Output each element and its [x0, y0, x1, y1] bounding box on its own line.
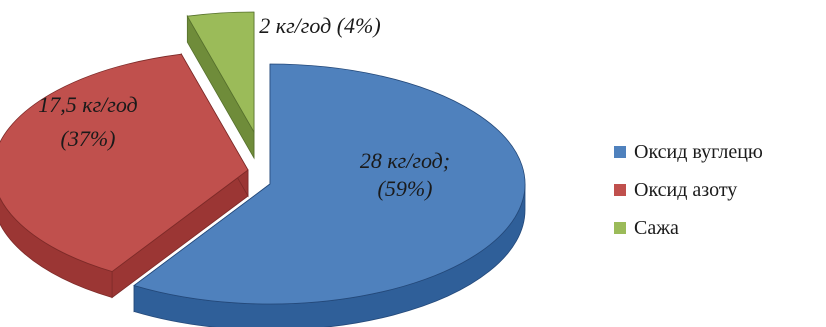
data-label: 28 кг/год; (59%): [360, 148, 450, 201]
data-labels: 28 кг/год; (59%) 17,5 кг/год (37%) 2 кг/год …: [38, 13, 450, 201]
legend-swatch: [614, 146, 626, 158]
data-label: 2 кг/год (4%): [259, 13, 380, 38]
data-label-line: 28 кг/год;: [360, 148, 450, 173]
legend-swatch: [614, 184, 626, 196]
data-label-line: (59%): [378, 176, 433, 201]
legend-label: Оксид вуглецю: [634, 141, 763, 163]
pie-slice-group: [186, 11, 255, 160]
pie-slice: [0, 53, 249, 272]
data-label-line: (37%): [61, 126, 116, 151]
legend-label: Сажа: [634, 217, 679, 239]
legend-swatch: [614, 222, 626, 234]
data-label-line: 17,5 кг/год: [38, 92, 137, 117]
pie-slice-group: [0, 52, 249, 299]
pie-slice-group: [133, 63, 526, 327]
pie-plot-area: [0, 11, 526, 327]
legend-label: Оксид азоту: [634, 179, 737, 201]
data-label-line: 2 кг/год (4%): [259, 13, 380, 38]
legend: Оксид вуглецю Оксид азоту Сажа: [614, 141, 763, 239]
data-label: 17,5 кг/год (37%): [38, 92, 137, 151]
pie-slice: [133, 63, 526, 305]
pie-slice: [186, 11, 255, 134]
